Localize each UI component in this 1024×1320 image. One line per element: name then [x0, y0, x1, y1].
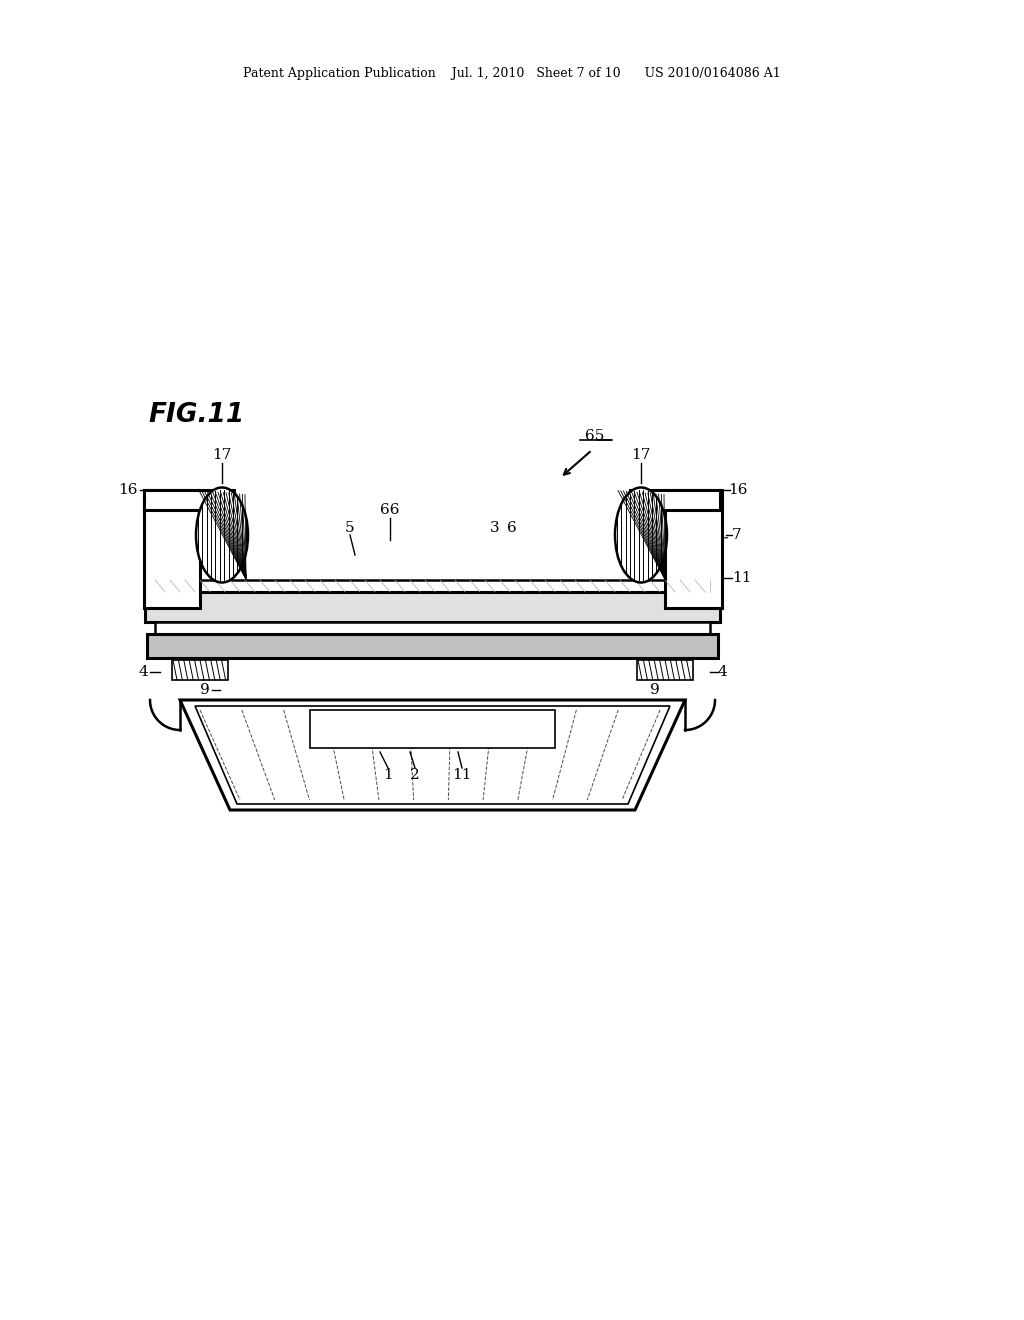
Polygon shape	[195, 706, 670, 804]
Text: 7: 7	[732, 528, 741, 543]
Text: 4: 4	[138, 665, 148, 678]
Bar	[147, 634, 718, 657]
Text: 3: 3	[490, 521, 500, 535]
Ellipse shape	[196, 487, 248, 582]
Bar	[155, 622, 710, 634]
Text: 9: 9	[201, 682, 210, 697]
Text: 4: 4	[718, 665, 728, 678]
Text: 11: 11	[453, 768, 472, 781]
Ellipse shape	[615, 487, 667, 582]
Text: Patent Application Publication    Jul. 1, 2010   Sheet 7 of 10      US 2010/0164: Patent Application Publication Jul. 1, 2…	[243, 66, 781, 79]
Text: 6: 6	[507, 521, 517, 535]
Text: 17: 17	[212, 447, 231, 462]
Polygon shape	[180, 700, 685, 810]
Bar	[172, 660, 228, 680]
Text: 2: 2	[411, 768, 420, 781]
Text: 16: 16	[728, 483, 748, 498]
Text: FIG.11: FIG.11	[148, 403, 245, 428]
Bar	[630, 490, 720, 510]
Text: 9: 9	[650, 682, 659, 697]
Bar	[144, 490, 234, 510]
Bar	[310, 710, 555, 748]
Bar	[144, 490, 200, 609]
Text: 5: 5	[345, 521, 354, 535]
Text: 16: 16	[119, 483, 138, 498]
Bar	[665, 490, 722, 609]
Bar	[637, 660, 693, 680]
Text: 11: 11	[732, 572, 752, 585]
Text: 65: 65	[586, 429, 605, 444]
Bar	[155, 579, 710, 591]
Text: 1: 1	[383, 768, 393, 781]
Bar	[145, 591, 720, 622]
Text: 66: 66	[380, 503, 399, 517]
Text: 17: 17	[632, 447, 650, 462]
